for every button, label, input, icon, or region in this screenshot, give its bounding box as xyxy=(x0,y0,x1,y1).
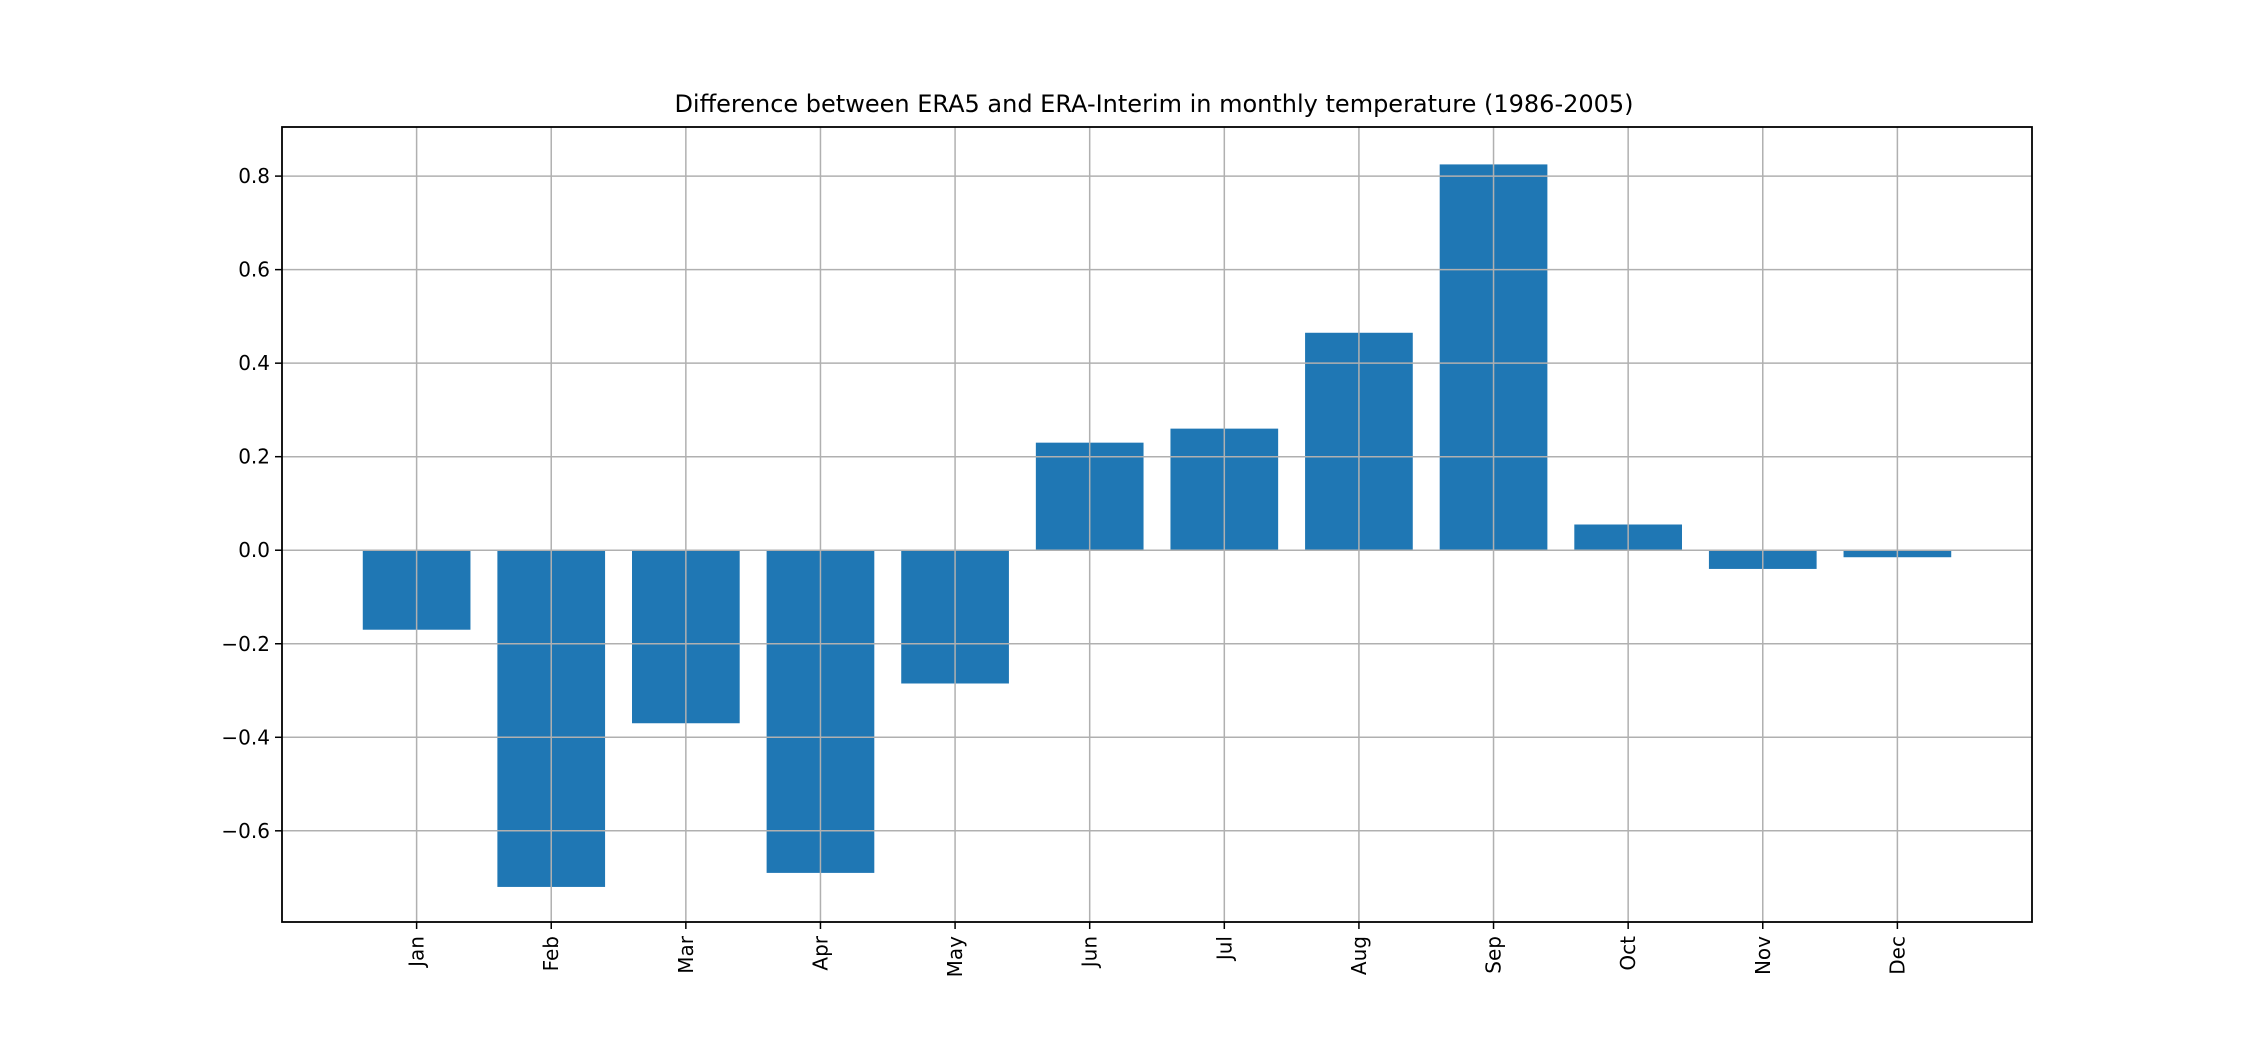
y-tick-label: −0.2 xyxy=(221,632,270,656)
x-tick-label: Nov xyxy=(1751,936,1775,975)
y-tick-label: 0.4 xyxy=(238,351,270,375)
grid-lines xyxy=(282,127,2032,922)
x-tick-label: Aug xyxy=(1347,936,1371,975)
x-tick-label: Mar xyxy=(674,935,698,974)
plot-frame xyxy=(281,126,2033,923)
y-tick-label: −0.4 xyxy=(221,725,270,749)
x-tick-label: Jun xyxy=(1078,936,1102,969)
y-tick-label: 0.0 xyxy=(238,538,270,562)
y-tick-label: 0.6 xyxy=(238,258,270,282)
y-axis: −0.6 −0.4 −0.2 0.0 0.2 0.4 0.6 0.8 xyxy=(221,164,282,843)
y-tick-label: 0.2 xyxy=(238,445,270,469)
x-axis: Jan Feb Mar Apr May Jun Jul Aug Sep Oct Nov Dec xyxy=(405,922,1909,978)
x-tick-label: Oct xyxy=(1616,936,1640,971)
x-tick-label: Sep xyxy=(1482,936,1506,974)
x-tick-label: Apr xyxy=(808,935,832,970)
x-tick-label: Feb xyxy=(539,936,563,971)
x-tick-label: Dec xyxy=(1885,936,1909,975)
y-tick-label: −0.6 xyxy=(221,819,270,843)
chart-title: Difference between ERA5 and ERA-Interim … xyxy=(674,90,1633,118)
x-tick-label: Jul xyxy=(1212,936,1236,962)
y-tick-label: 0.8 xyxy=(238,164,270,188)
x-tick-label: May xyxy=(943,936,967,978)
x-tick-label: Jan xyxy=(405,936,429,969)
bars xyxy=(362,164,1952,887)
